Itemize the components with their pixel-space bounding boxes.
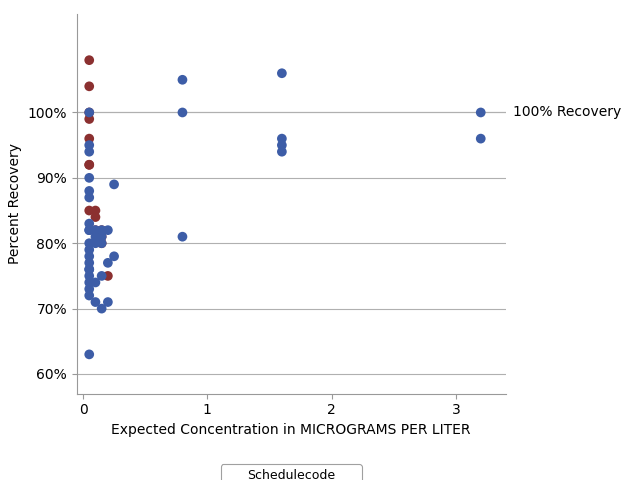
4440 <box>97 226 107 234</box>
2021 <box>177 233 188 240</box>
Legend: 2021, 4440: 2021, 4440 <box>221 464 362 480</box>
4440 <box>84 161 94 168</box>
2021 <box>90 226 100 234</box>
2021 <box>84 292 94 300</box>
2021 <box>84 278 94 286</box>
2021 <box>84 226 94 234</box>
2021 <box>103 298 113 306</box>
2021 <box>276 135 287 143</box>
2021 <box>90 233 100 240</box>
2021 <box>103 259 113 267</box>
2021 <box>84 265 94 273</box>
4440 <box>84 108 94 116</box>
2021 <box>476 108 486 116</box>
2021 <box>177 76 188 84</box>
2021 <box>84 272 94 280</box>
2021 <box>97 233 107 240</box>
2021 <box>97 272 107 280</box>
4440 <box>84 56 94 64</box>
2021 <box>84 240 94 247</box>
2021 <box>84 141 94 149</box>
2021 <box>97 305 107 312</box>
4440 <box>90 226 100 234</box>
2021 <box>90 278 100 286</box>
4440 <box>90 207 100 215</box>
2021 <box>84 350 94 358</box>
Text: 100% Recovery: 100% Recovery <box>513 106 621 120</box>
2021 <box>84 108 94 116</box>
2021 <box>84 193 94 201</box>
2021 <box>84 265 94 273</box>
4440 <box>90 213 100 221</box>
2021 <box>276 141 287 149</box>
4440 <box>97 240 107 247</box>
2021 <box>97 240 107 247</box>
4440 <box>103 272 113 280</box>
4440 <box>97 233 107 240</box>
2021 <box>109 180 119 188</box>
2021 <box>84 174 94 182</box>
4440 <box>84 207 94 215</box>
Y-axis label: Percent Recovery: Percent Recovery <box>8 144 22 264</box>
2021 <box>90 298 100 306</box>
2021 <box>476 135 486 143</box>
2021 <box>90 240 100 247</box>
2021 <box>84 285 94 293</box>
2021 <box>84 226 94 234</box>
2021 <box>84 187 94 195</box>
2021 <box>109 252 119 260</box>
2021 <box>84 246 94 253</box>
2021 <box>276 148 287 156</box>
2021 <box>97 226 107 234</box>
4440 <box>84 135 94 143</box>
2021 <box>84 252 94 260</box>
2021 <box>276 70 287 77</box>
2021 <box>84 259 94 267</box>
4440 <box>84 161 94 168</box>
X-axis label: Expected Concentration in MICROGRAMS PER LITER: Expected Concentration in MICROGRAMS PER… <box>111 423 471 437</box>
2021 <box>177 108 188 116</box>
4440 <box>84 83 94 90</box>
4440 <box>84 115 94 123</box>
2021 <box>84 148 94 156</box>
2021 <box>84 220 94 228</box>
2021 <box>103 226 113 234</box>
